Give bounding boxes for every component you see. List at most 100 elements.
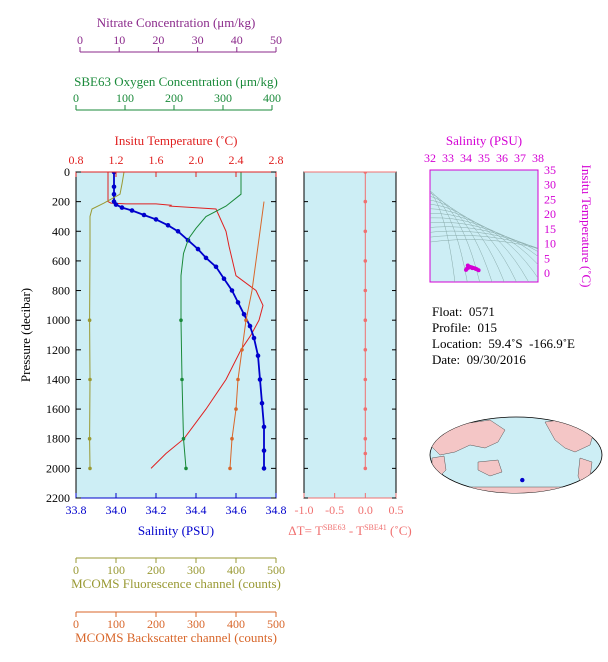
oxygen-tick-label: 100	[116, 91, 134, 105]
ts-contour-line	[430, 230, 538, 250]
map-antarctica	[439, 486, 601, 493]
pressure-axis-title: Pressure (decibar)	[18, 288, 33, 382]
ts-temperature-tick-label: 20	[544, 207, 556, 221]
ts-contour-line	[430, 235, 538, 249]
ts-density-contours	[430, 190, 538, 282]
delta-axis: -1.0 -0.5 0.0 0.5	[295, 493, 404, 517]
ts-temperature-axis-title: Insitu Temperature (˚C)	[579, 164, 594, 287]
backscatter-tick-label: 200	[147, 617, 165, 631]
temperature-tick-label: 1.2	[109, 153, 124, 167]
map-asia	[430, 419, 506, 456]
salinity-point	[203, 255, 209, 261]
ts-point	[473, 267, 478, 271]
ts-contour-line	[430, 239, 538, 249]
main-plot-background	[75, 171, 277, 499]
fluorescence-point	[87, 318, 92, 323]
salinity-tick-label: 34.8	[266, 503, 287, 517]
temperature-axis: 0.8 1.2 1.6 2.0 2.4 2.8	[69, 153, 284, 177]
salinity-point	[261, 424, 267, 430]
delta-tick-label: -1.0	[295, 503, 314, 517]
ts-temperature-tick-label: 10	[544, 237, 556, 251]
oxygen-axis: 0 100 200 300 400	[73, 91, 281, 111]
ts-temperature-tick-label: 25	[544, 192, 556, 206]
ts-salinity-tick-label: 37	[514, 151, 526, 165]
ts-salinity-tick-label: 35	[478, 151, 490, 165]
main-plot-series	[87, 172, 267, 471]
fluorescence-tick-label: 0	[73, 563, 79, 577]
salinity-point	[259, 400, 265, 406]
float-id: Float: 0571	[432, 304, 495, 319]
ts-salinity-tick-label: 33	[442, 151, 454, 165]
oxygen-point	[180, 377, 184, 382]
salinity-point	[221, 276, 227, 282]
ts-temperature-tick-label: 5	[544, 251, 550, 265]
map-australia	[477, 459, 503, 477]
ts-plot-background	[429, 169, 539, 283]
pressure-tick-label: 800	[52, 284, 70, 298]
salinity-point	[261, 448, 267, 453]
map-south-america	[577, 457, 593, 489]
ts-point	[470, 266, 475, 271]
world-map	[429, 416, 603, 494]
delta-t-point	[363, 199, 368, 204]
ts-temperature-tick-label: 0	[544, 266, 550, 280]
ts-contour-line	[430, 217, 538, 266]
salinity-tick-label: 34.0	[106, 503, 127, 517]
pressure-tick-label: 400	[52, 224, 70, 238]
delta-t-point	[363, 348, 368, 352]
fluorescence-point	[88, 466, 92, 471]
delta-plot-background	[303, 171, 397, 499]
pressure-tick-label: 1000	[46, 313, 70, 327]
pressure-tick-label: 1600	[46, 402, 70, 416]
nitrate-tick-label: 30	[192, 33, 204, 47]
backscatter-point	[244, 318, 248, 323]
backscatter-tick-label: 300	[187, 617, 205, 631]
salinity-point	[111, 184, 117, 190]
ts-temperature-tick-label: 30	[544, 178, 556, 192]
backscatter-axis-title: MCOMS Backscatter channel (counts)	[75, 630, 277, 645]
pressure-tick-label: 1400	[46, 372, 70, 386]
ts-contour-line	[430, 226, 538, 253]
temperature-axis-title: Insitu Temperature (˚C)	[114, 133, 237, 148]
delta-t-point	[363, 288, 368, 293]
fluorescence-axis: 0 100 200 300 400 500	[73, 557, 285, 577]
salinity-axis: 33.8 34.0 34.2 34.4 34.6 34.8	[66, 493, 287, 517]
salinity-point	[165, 223, 171, 228]
float-location-marker	[520, 477, 525, 483]
salinity-point	[247, 323, 253, 329]
temperature-tick-label: 2.8	[269, 153, 284, 167]
backscatter-axis: 0 100 200 300 400 500	[73, 611, 285, 631]
fluorescence-tick-label: 200	[147, 563, 165, 577]
nitrate-axis-title: Nitrate Concentration (μm/kg)	[97, 15, 256, 30]
salinity-axis-title: Salinity (PSU)	[138, 523, 214, 538]
salinity-point	[255, 353, 261, 359]
salinity-tick-label: 34.6	[226, 503, 247, 517]
salinity-point	[111, 172, 117, 175]
temperature-tick-label: 1.6	[149, 153, 164, 167]
ts-contour-line	[430, 222, 538, 257]
salinity-point	[261, 466, 267, 471]
salinity-point	[111, 191, 117, 197]
oxygen-point	[181, 436, 186, 441]
delta-t-point	[363, 318, 368, 323]
fluorescence-tick-label: 400	[227, 563, 245, 577]
ts-salinity-tick-label: 32	[424, 151, 436, 165]
delta-tick-label: 0.5	[389, 503, 404, 517]
backscatter-tick-label: 0	[73, 617, 79, 631]
delta-t-point	[363, 407, 368, 411]
pressure-tick-label: 1800	[46, 432, 70, 446]
date: Date: 09/30/2016	[432, 352, 526, 367]
salinity-point	[251, 335, 257, 341]
pressure-tick-label: 1200	[46, 343, 70, 357]
salinity-point	[235, 300, 241, 305]
fluorescence-point	[87, 436, 92, 441]
fluorescence-line	[89, 172, 125, 469]
delta-t-point	[363, 229, 368, 234]
salinity-point	[129, 208, 135, 213]
nitrate-tick-label: 40	[231, 33, 243, 47]
nitrate-axis: 0 10 20 30 40 50	[77, 33, 282, 53]
salinity-point	[257, 377, 263, 382]
temperature-tick-label: 0.8	[69, 153, 84, 167]
oxygen-axis-title: SBE63 Oxygen Concentration (μm/kg)	[74, 74, 278, 89]
